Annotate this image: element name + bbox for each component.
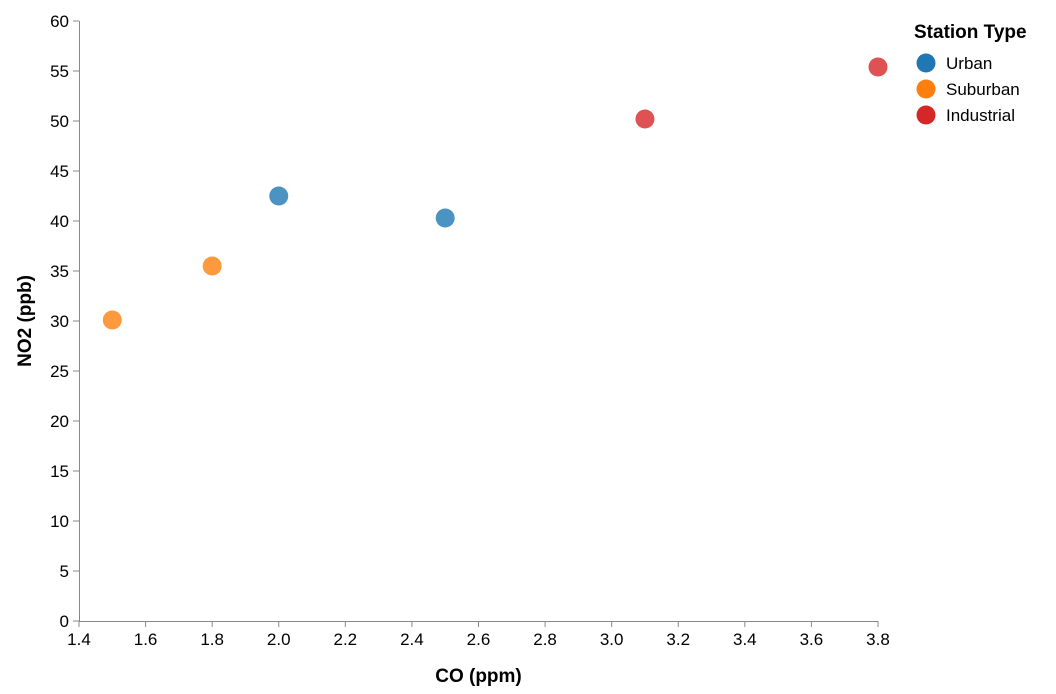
data-point-urban (435, 208, 455, 228)
x-axis-title: CO (ppm) (435, 666, 522, 687)
x-tick-label: 2.6 (467, 630, 491, 649)
y-axis-title: NO2 (ppb) (15, 275, 36, 367)
y-tick-label: 0 (60, 612, 69, 631)
legend-label-industrial: Industrial (946, 106, 1015, 125)
legend-label-urban: Urban (946, 54, 992, 73)
data-point-industrial (868, 57, 888, 77)
axes (79, 21, 878, 622)
x-tick-label: 2.4 (400, 630, 424, 649)
y-tick-label: 30 (50, 312, 69, 331)
data-point-industrial (635, 109, 655, 129)
data-points (102, 57, 888, 330)
x-tick-label: 3.0 (600, 630, 624, 649)
y-tick-label: 5 (60, 562, 69, 581)
legend-title: Station Type (914, 22, 1027, 43)
x-tick-label: 2.0 (267, 630, 291, 649)
x-tick-label: 1.8 (200, 630, 224, 649)
legend-swatch-urban (916, 53, 936, 73)
x-axis-ticks: 1.4 1.6 1.8 2.0 2.2 2.4 2.6 2.8 3.0 3.2 3.4 3.6 3.8 (67, 621, 890, 649)
legend-label-suburban: Suburban (946, 80, 1020, 99)
data-point-suburban (202, 256, 222, 276)
y-tick-label: 15 (50, 462, 69, 481)
x-tick-label: 3.6 (800, 630, 824, 649)
x-tick-label: 1.4 (67, 630, 91, 649)
legend: Station Type Urban Suburban Industrial (914, 22, 1027, 125)
legend-swatch-suburban (916, 79, 936, 99)
x-tick-label: 3.2 (666, 630, 690, 649)
y-tick-label: 40 (50, 212, 69, 231)
y-tick-label: 10 (50, 512, 69, 531)
x-tick-label: 3.4 (733, 630, 757, 649)
y-tick-label: 60 (50, 12, 69, 31)
y-tick-label: 25 (50, 362, 69, 381)
x-tick-label: 3.8 (866, 630, 890, 649)
y-tick-label: 45 (50, 162, 69, 181)
x-tick-label: 2.8 (533, 630, 557, 649)
x-tick-label: 1.6 (134, 630, 158, 649)
y-tick-label: 35 (50, 262, 69, 281)
data-point-suburban (102, 310, 122, 330)
legend-swatch-industrial (916, 105, 936, 125)
x-tick-label: 2.2 (334, 630, 358, 649)
data-point-urban (269, 186, 289, 206)
y-tick-label: 20 (50, 412, 69, 431)
legend-items: Urban Suburban Industrial (916, 53, 1020, 125)
y-tick-label: 50 (50, 112, 69, 131)
y-tick-label: 55 (50, 62, 69, 81)
y-axis-ticks: 0 5 10 15 20 25 30 35 40 45 50 55 60 (50, 12, 79, 631)
